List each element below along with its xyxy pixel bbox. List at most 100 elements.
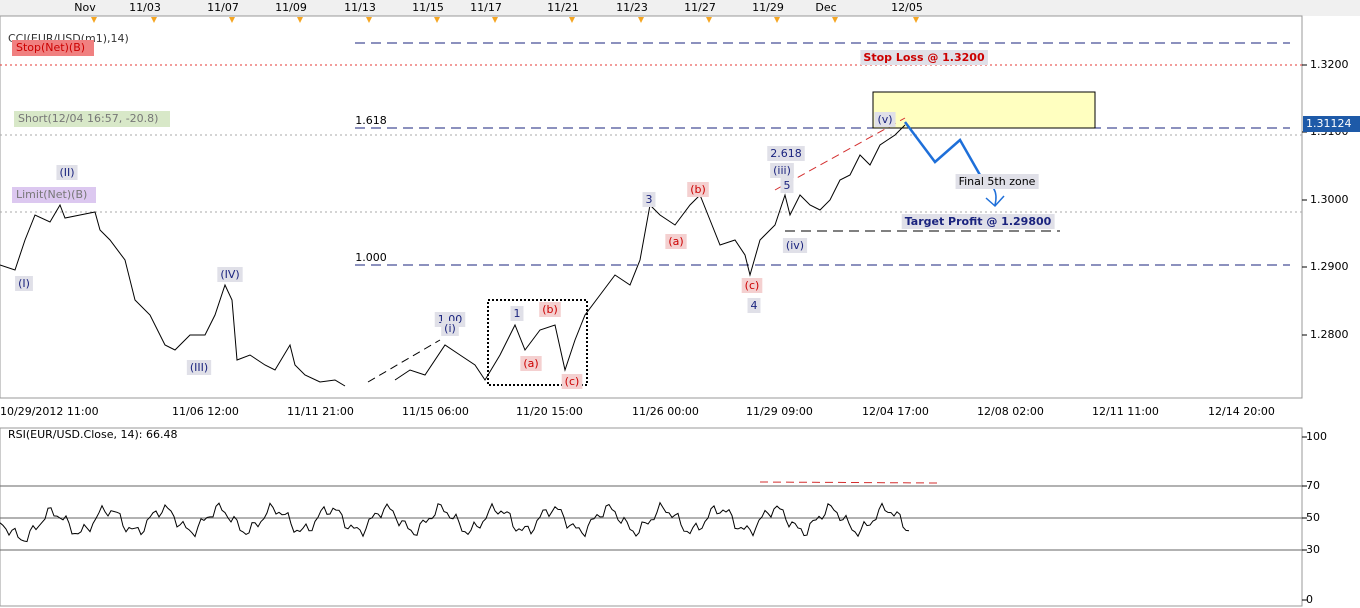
top-axis-label: 11/29 bbox=[752, 1, 784, 14]
order-tag bbox=[14, 111, 170, 127]
time-label: 12/11 11:00 bbox=[1092, 405, 1159, 418]
wave-label: 4 bbox=[751, 299, 758, 312]
top-axis-label: 11/21 bbox=[547, 1, 579, 14]
order-label: Stop(Net)(B) bbox=[16, 41, 85, 54]
event-marker bbox=[774, 17, 780, 23]
price-tick-label: 1.2800 bbox=[1310, 328, 1349, 341]
event-marker bbox=[638, 17, 644, 23]
wave-label: Stop Loss @ 1.3200 bbox=[863, 51, 985, 64]
wave-label: (c) bbox=[745, 279, 760, 292]
event-marker bbox=[366, 17, 372, 23]
order-label: Limit(Net)(B) bbox=[16, 188, 87, 201]
label-bg bbox=[520, 356, 542, 371]
current-price: 1.31124 bbox=[1306, 117, 1352, 130]
time-label: 12/14 20:00 bbox=[1208, 405, 1275, 418]
top-axis-label: Nov bbox=[74, 1, 96, 14]
wave-label: (a) bbox=[668, 235, 683, 248]
target-zone bbox=[872, 91, 1096, 129]
order-tag bbox=[12, 187, 96, 203]
event-marker bbox=[706, 17, 712, 23]
wave-label: (a) bbox=[523, 357, 538, 370]
wave-label: 1.000 bbox=[355, 251, 387, 264]
label-bg bbox=[901, 214, 1055, 229]
trend-line bbox=[367, 339, 441, 383]
top-axis-label: 11/15 bbox=[412, 1, 444, 14]
price-tick-label: 1.2900 bbox=[1310, 260, 1349, 273]
price-line bbox=[394, 124, 906, 381]
label-bg bbox=[665, 234, 687, 249]
time-label: 11/29 09:00 bbox=[746, 405, 813, 418]
wave-label: (b) bbox=[542, 303, 558, 316]
price-line bbox=[0, 203, 346, 387]
top-axis-label: 11/17 bbox=[470, 1, 502, 14]
wave-label: (III) bbox=[190, 361, 208, 374]
wave-label: 1.618 bbox=[355, 114, 387, 127]
event-marker bbox=[297, 17, 303, 23]
label-bg bbox=[770, 163, 794, 178]
time-label: 11/20 15:00 bbox=[516, 405, 583, 418]
wave-label: (v) bbox=[877, 113, 892, 126]
event-marker bbox=[492, 17, 498, 23]
rsi-tick-label: 30 bbox=[1306, 543, 1320, 556]
wave-label: 1 bbox=[514, 307, 521, 320]
event-marker bbox=[434, 17, 440, 23]
top-axis-label: 12/05 bbox=[891, 1, 923, 14]
wave-label: (i) bbox=[444, 322, 456, 335]
rsi-tick-label: 50 bbox=[1306, 511, 1320, 524]
time-label: 11/11 21:00 bbox=[287, 405, 354, 418]
label-bg bbox=[15, 276, 33, 291]
rsi-tick-label: 0 bbox=[1306, 593, 1313, 606]
label-bg bbox=[741, 278, 763, 293]
rsi-tick-label: 70 bbox=[1306, 479, 1320, 492]
label-bg bbox=[874, 112, 896, 127]
wave-label: 3 bbox=[646, 193, 653, 206]
rsi-tick-label: 100 bbox=[1306, 430, 1327, 443]
price-tick-label: 1.3200 bbox=[1310, 58, 1349, 71]
event-marker bbox=[229, 17, 235, 23]
top-axis-label: 11/09 bbox=[275, 1, 307, 14]
label-bg bbox=[186, 360, 212, 375]
top-axis-label: 11/13 bbox=[344, 1, 376, 14]
wave-label: 2.618 bbox=[770, 147, 802, 160]
label-bg bbox=[539, 302, 561, 317]
label-bg bbox=[767, 146, 805, 161]
wave-label: (IV) bbox=[220, 268, 239, 281]
wave-label: Final 5th zone bbox=[959, 175, 1036, 188]
time-label: 11/26 00:00 bbox=[632, 405, 699, 418]
time-label: 12/04 17:00 bbox=[862, 405, 929, 418]
wave-label: Target Profit @ 1.29800 bbox=[905, 215, 1052, 228]
rsi-trend bbox=[759, 481, 941, 484]
event-marker bbox=[91, 17, 97, 23]
wave-box bbox=[487, 299, 588, 386]
trend-line bbox=[774, 117, 906, 191]
event-marker bbox=[569, 17, 575, 23]
event-marker bbox=[151, 17, 157, 23]
time-label: 10/29/2012 11:00 bbox=[0, 405, 99, 418]
label-bg bbox=[56, 165, 78, 180]
top-axis-label: 11/23 bbox=[616, 1, 648, 14]
rsi-plot bbox=[0, 427, 1303, 607]
projection bbox=[904, 121, 982, 176]
order-label: Short(12/04 16:57, -20.8) bbox=[18, 112, 158, 125]
rsi-line bbox=[0, 501, 910, 543]
wave-label: (b) bbox=[690, 183, 706, 196]
wave-label: 5 bbox=[784, 179, 791, 192]
label-bg bbox=[642, 192, 656, 207]
order-tag bbox=[12, 40, 94, 56]
wave-label: (iv) bbox=[786, 239, 804, 252]
wave-label: (II) bbox=[59, 166, 74, 179]
top-axis-label: 11/27 bbox=[684, 1, 716, 14]
event-marker bbox=[832, 17, 838, 23]
label-bg bbox=[782, 238, 808, 253]
wave-label: (iii) bbox=[773, 164, 791, 177]
label-bg bbox=[687, 182, 709, 197]
wave-label: (I) bbox=[18, 277, 30, 290]
label-bg bbox=[561, 374, 583, 389]
label-bg bbox=[217, 267, 243, 282]
wave-label: (c) bbox=[565, 375, 580, 388]
event-marker bbox=[913, 17, 919, 23]
rsi-title: RSI(EUR/USD.Close, 14): 66.48 bbox=[8, 428, 177, 441]
time-label: 11/15 06:00 bbox=[402, 405, 469, 418]
label-bg bbox=[955, 174, 1039, 189]
